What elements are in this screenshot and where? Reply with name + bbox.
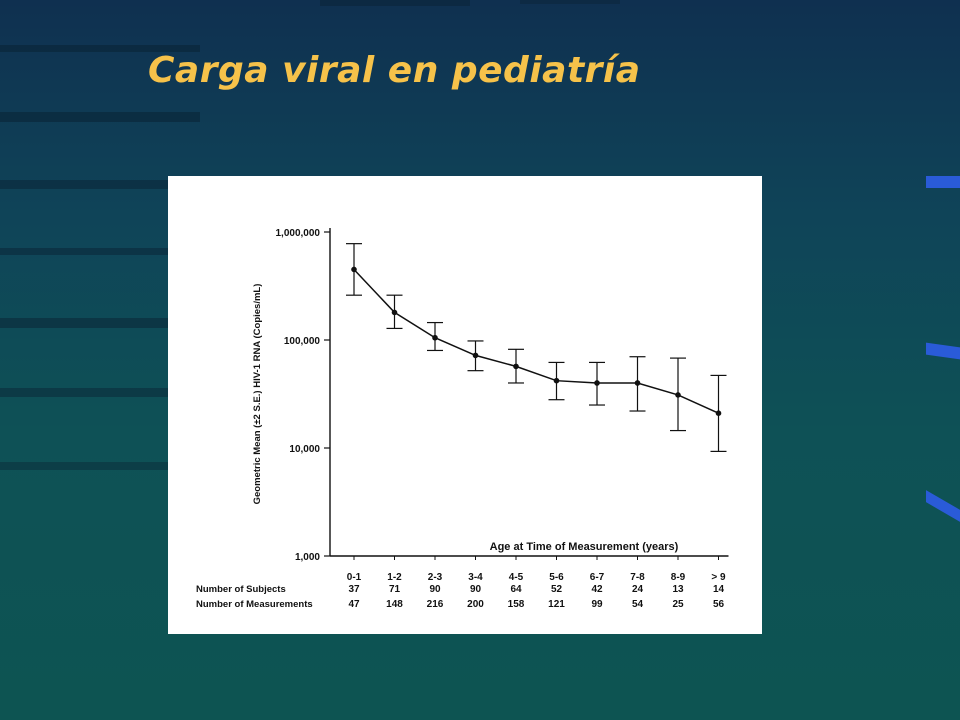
table-cell: 216 [427, 599, 444, 610]
viral-load-chart: 1,000 10,000 100,000 1,000,000 Geometric Mea… [196, 228, 729, 610]
x-tick-label: 0-1 [347, 572, 362, 583]
data-point [432, 334, 438, 341]
table-row-label: Number of Subjects [196, 584, 286, 595]
x-tick-label: 4-5 [509, 572, 524, 583]
y-tick-label: 1,000,000 [276, 228, 321, 239]
data-point [675, 392, 681, 398]
table-cell: 71 [389, 584, 401, 595]
data-point [634, 380, 641, 386]
table-cell: 56 [713, 599, 725, 610]
table-cell: 42 [591, 584, 603, 595]
x-tick-label: 3-4 [468, 572, 483, 583]
accent-bar [926, 176, 960, 188]
table-cell: 13 [672, 584, 684, 595]
table-cell: 99 [591, 599, 603, 610]
data-point [715, 410, 722, 417]
data-point [391, 309, 398, 316]
x-tick-label: > 9 [711, 572, 726, 583]
table-cell: 25 [672, 599, 684, 610]
series-line [353, 268, 719, 414]
x-tick-label: 7-8 [630, 572, 645, 583]
x-axis-label: Age at Time of Measurement (years) [490, 541, 679, 553]
data-point [351, 266, 357, 273]
table-cell: 121 [548, 599, 565, 610]
table-cell: 47 [348, 599, 360, 610]
table-cell: 14 [713, 584, 725, 595]
table-cell: 200 [467, 599, 484, 610]
table-row-label: Number of Measurements [196, 599, 313, 610]
table-cell: 52 [551, 584, 563, 595]
table-cell: 158 [508, 599, 525, 610]
table-cell: 90 [470, 584, 482, 595]
data-point [553, 377, 560, 384]
y-tick-label: 100,000 [284, 336, 321, 347]
x-tick-label: 8-9 [671, 572, 686, 583]
slide-title: Carga viral en pediatría [148, 50, 641, 91]
y-tick-label: 10,000 [289, 444, 320, 455]
y-tick-label: 1,000 [295, 552, 320, 563]
chart-figure: 1,000 10,000 100,000 1,000,000 Geometric Mea… [168, 176, 762, 634]
table-cell: 24 [632, 584, 644, 595]
x-tick-label: 6-7 [590, 572, 605, 583]
data-point [594, 380, 600, 386]
table-cell: 90 [429, 584, 441, 595]
x-tick-label: 1-2 [387, 572, 402, 583]
table-cell: 37 [348, 584, 360, 595]
data-point [472, 352, 479, 359]
table-cell: 64 [510, 584, 522, 595]
table-cell: 148 [386, 599, 403, 610]
table-cell: 54 [632, 599, 644, 610]
data-point [513, 363, 519, 370]
x-tick-label: 5-6 [549, 572, 564, 583]
y-axis-label: Geometric Mean (±2 S.E.) HIV-1 RNA (Copi… [252, 284, 263, 505]
x-tick-label: 2-3 [428, 572, 443, 583]
